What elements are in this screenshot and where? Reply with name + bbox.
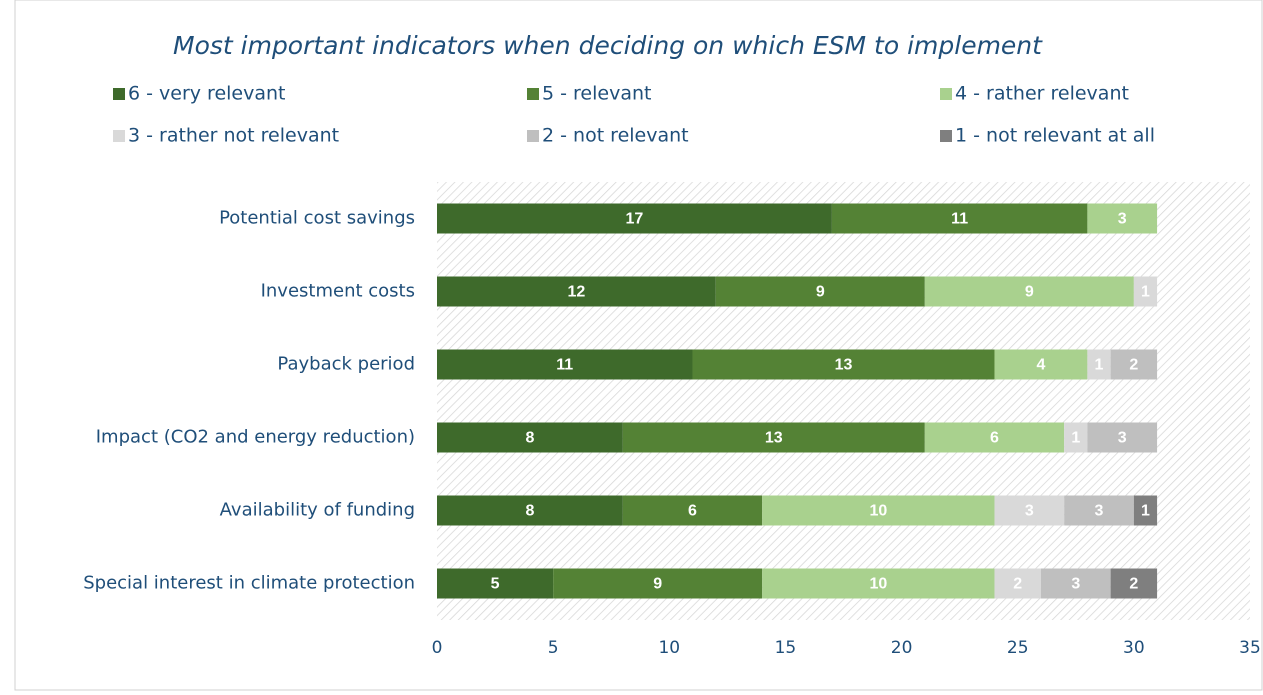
data-label: 2 bbox=[1013, 576, 1022, 593]
bar-segment bbox=[924, 422, 1065, 453]
bar-segment bbox=[762, 495, 995, 526]
bar-segment bbox=[1133, 495, 1158, 526]
bar-segment bbox=[994, 349, 1088, 380]
data-label: 1 bbox=[1141, 503, 1150, 520]
bar-segment bbox=[1110, 349, 1158, 380]
data-label: 10 bbox=[869, 576, 887, 593]
legend-label: 4 - rather relevant bbox=[955, 83, 1129, 105]
x-tick-label: 10 bbox=[658, 638, 680, 658]
data-label: 3 bbox=[1095, 503, 1104, 520]
data-label: 8 bbox=[525, 503, 534, 520]
y-tick-label: Investment costs bbox=[261, 281, 415, 302]
bar-segment bbox=[437, 422, 623, 453]
frame bbox=[14, 0, 1263, 691]
data-label: 1 bbox=[1141, 284, 1150, 301]
y-tick-label: Impact (CO2 and energy reduction) bbox=[96, 427, 415, 448]
data-label: 3 bbox=[1118, 430, 1127, 447]
legend-label: 5 - relevant bbox=[542, 83, 651, 105]
y-tick-label: Payback period bbox=[277, 354, 415, 375]
legend-label: 3 - rather not relevant bbox=[128, 125, 339, 147]
bar-segment bbox=[553, 568, 763, 599]
data-label: 9 bbox=[1025, 284, 1034, 301]
data-label: 2 bbox=[1129, 357, 1138, 374]
legend-swatch bbox=[940, 88, 952, 100]
x-tick-label: 25 bbox=[1007, 638, 1029, 658]
data-label: 9 bbox=[653, 576, 662, 593]
x-tick-label: 20 bbox=[891, 638, 913, 658]
bar-segment bbox=[692, 349, 995, 380]
bar-segment bbox=[1064, 495, 1134, 526]
bar-segment bbox=[622, 422, 925, 453]
data-label: 1 bbox=[1071, 430, 1080, 447]
data-label: 13 bbox=[765, 430, 783, 447]
bar-segment bbox=[1133, 276, 1158, 307]
data-label: 4 bbox=[1036, 357, 1045, 374]
data-label: 10 bbox=[869, 503, 887, 520]
bar-segment bbox=[437, 495, 623, 526]
bar-segment bbox=[437, 568, 554, 599]
y-tick-label: Special interest in climate protection bbox=[83, 573, 415, 594]
legend-swatch bbox=[527, 130, 539, 142]
x-tick-label: 15 bbox=[775, 638, 797, 658]
x-tick-label: 0 bbox=[432, 638, 443, 658]
data-label: 9 bbox=[816, 284, 825, 301]
data-label: 8 bbox=[525, 430, 534, 447]
data-label: 13 bbox=[835, 357, 853, 374]
data-label: 11 bbox=[556, 357, 573, 374]
legend-label: 6 - very relevant bbox=[128, 83, 285, 105]
data-label: 3 bbox=[1071, 576, 1080, 593]
bar-segment bbox=[437, 349, 693, 380]
bar-segment bbox=[1087, 422, 1158, 453]
bar-segment bbox=[924, 276, 1134, 307]
legend-label: 1 - not relevant at all bbox=[955, 125, 1155, 147]
x-tick-label: 35 bbox=[1239, 638, 1261, 658]
bar-segment bbox=[437, 276, 716, 307]
data-label: 1 bbox=[1095, 357, 1104, 374]
bar-segment bbox=[831, 203, 1088, 234]
x-tick-label: 30 bbox=[1123, 638, 1145, 658]
legend-swatch bbox=[113, 130, 125, 142]
plot-area bbox=[437, 182, 1250, 620]
legend-swatch bbox=[940, 130, 952, 142]
bar-segment bbox=[1087, 349, 1111, 380]
data-label: 3 bbox=[1025, 503, 1034, 520]
bar-segment bbox=[437, 203, 832, 234]
legend-swatch bbox=[113, 88, 125, 100]
chart-title: Most important indicators when deciding … bbox=[173, 31, 1043, 60]
data-label: 3 bbox=[1118, 211, 1127, 228]
data-label: 17 bbox=[626, 211, 644, 228]
data-label: 12 bbox=[567, 284, 585, 301]
bar-segment bbox=[1110, 568, 1158, 599]
data-label: 6 bbox=[688, 503, 697, 520]
bar-segment bbox=[762, 568, 995, 599]
data-label: 5 bbox=[491, 576, 500, 593]
legend-label: 2 - not relevant bbox=[542, 125, 689, 147]
data-label: 11 bbox=[951, 211, 968, 228]
bar-segment bbox=[994, 495, 1065, 526]
y-tick-label: Potential cost savings bbox=[219, 208, 415, 229]
data-label: 6 bbox=[990, 430, 999, 447]
bar-segment bbox=[1087, 203, 1158, 234]
data-label: 2 bbox=[1129, 576, 1138, 593]
y-tick-label: Availability of funding bbox=[220, 500, 415, 521]
bar-segment bbox=[1040, 568, 1111, 599]
bar-segment bbox=[1064, 422, 1088, 453]
bar-segment bbox=[622, 495, 763, 526]
bar-segment bbox=[715, 276, 925, 307]
bar-segment bbox=[994, 568, 1041, 599]
legend-swatch bbox=[527, 88, 539, 100]
x-tick-label: 5 bbox=[548, 638, 559, 658]
